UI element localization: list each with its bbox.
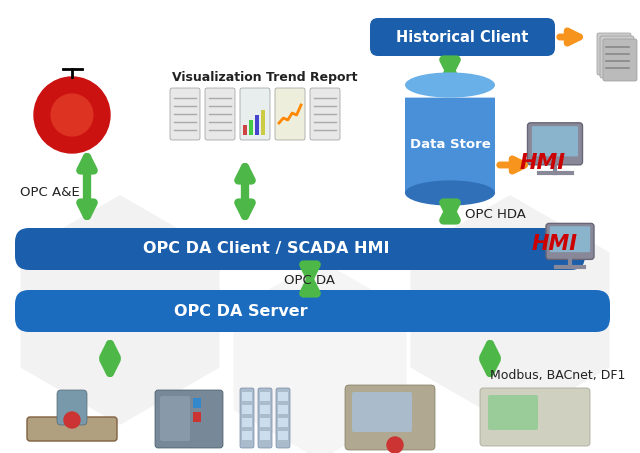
Text: Modbus, BACnet, DF1: Modbus, BACnet, DF1 <box>490 368 625 381</box>
FancyBboxPatch shape <box>527 123 582 165</box>
Bar <box>261 110 265 135</box>
FancyBboxPatch shape <box>240 388 254 448</box>
FancyBboxPatch shape <box>488 395 538 430</box>
FancyBboxPatch shape <box>15 290 610 332</box>
FancyBboxPatch shape <box>550 226 590 252</box>
FancyBboxPatch shape <box>546 223 594 260</box>
FancyBboxPatch shape <box>370 18 555 56</box>
Polygon shape <box>234 260 406 453</box>
Circle shape <box>47 90 97 140</box>
Bar <box>278 392 288 401</box>
FancyBboxPatch shape <box>170 88 200 140</box>
FancyBboxPatch shape <box>405 97 495 193</box>
Bar <box>278 418 288 427</box>
Bar <box>243 125 247 135</box>
Text: OPC A&E: OPC A&E <box>20 187 80 199</box>
Text: Visualization Trend Report: Visualization Trend Report <box>172 72 358 85</box>
Bar <box>260 405 270 414</box>
Circle shape <box>387 437 403 453</box>
Bar <box>260 392 270 401</box>
FancyBboxPatch shape <box>155 390 223 448</box>
Text: HMI: HMI <box>532 234 578 254</box>
Bar <box>242 418 252 427</box>
Bar <box>193 412 201 422</box>
FancyBboxPatch shape <box>15 228 585 270</box>
Bar <box>249 120 253 135</box>
Text: HMI: HMI <box>520 153 566 173</box>
FancyBboxPatch shape <box>57 390 87 425</box>
Text: OPC DA Server: OPC DA Server <box>174 304 308 318</box>
Bar <box>193 398 201 408</box>
FancyBboxPatch shape <box>345 385 435 450</box>
FancyBboxPatch shape <box>310 88 340 140</box>
FancyBboxPatch shape <box>532 126 578 156</box>
FancyBboxPatch shape <box>205 88 235 140</box>
Polygon shape <box>20 195 220 425</box>
FancyBboxPatch shape <box>603 39 637 81</box>
Bar <box>260 418 270 427</box>
Bar <box>278 405 288 414</box>
Ellipse shape <box>405 72 495 97</box>
FancyBboxPatch shape <box>27 417 117 441</box>
Text: OPC DA: OPC DA <box>285 274 335 286</box>
Bar <box>242 431 252 440</box>
Bar <box>255 115 259 135</box>
Text: Historical Client: Historical Client <box>396 29 529 44</box>
Bar <box>242 405 252 414</box>
Ellipse shape <box>405 180 495 206</box>
FancyBboxPatch shape <box>480 388 590 446</box>
FancyBboxPatch shape <box>597 33 631 75</box>
FancyBboxPatch shape <box>352 392 412 432</box>
FancyBboxPatch shape <box>258 388 272 448</box>
FancyBboxPatch shape <box>276 388 290 448</box>
Circle shape <box>59 102 85 128</box>
FancyBboxPatch shape <box>160 396 190 441</box>
Bar <box>260 431 270 440</box>
Circle shape <box>64 412 80 428</box>
Text: OPC DA Client / SCADA HMI: OPC DA Client / SCADA HMI <box>143 241 389 256</box>
FancyBboxPatch shape <box>600 36 634 78</box>
Bar <box>278 431 288 440</box>
FancyBboxPatch shape <box>275 88 305 140</box>
Circle shape <box>34 77 110 153</box>
Bar <box>242 392 252 401</box>
Text: OPC HDA: OPC HDA <box>465 208 526 222</box>
Circle shape <box>51 94 93 136</box>
Text: Data Store: Data Store <box>410 138 490 151</box>
FancyBboxPatch shape <box>240 88 270 140</box>
Polygon shape <box>410 195 609 425</box>
